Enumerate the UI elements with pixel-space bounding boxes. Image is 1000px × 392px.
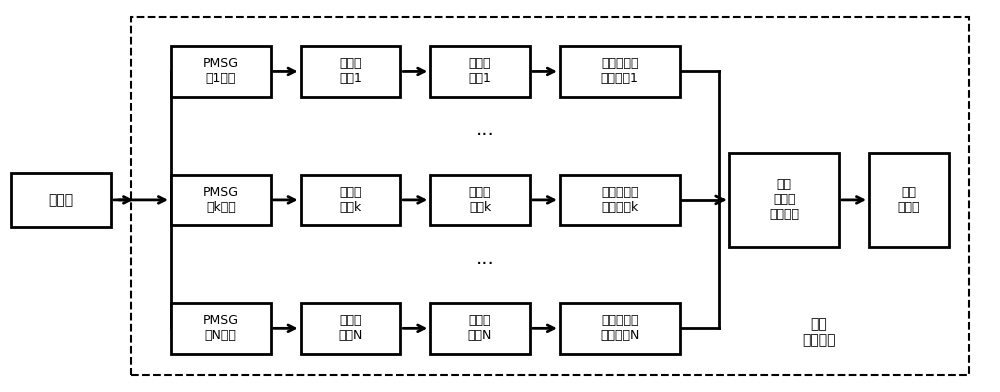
FancyBboxPatch shape (11, 172, 111, 227)
Text: ···: ··· (476, 255, 494, 274)
Text: 风力机: 风力机 (49, 193, 74, 207)
FancyBboxPatch shape (560, 174, 680, 225)
Text: 高频变压器
低压线圈k: 高频变压器 低压线圈k (601, 186, 638, 214)
FancyBboxPatch shape (171, 46, 271, 97)
Text: 逆变器
模块1: 逆变器 模块1 (469, 58, 491, 85)
FancyBboxPatch shape (560, 303, 680, 354)
FancyBboxPatch shape (301, 303, 400, 354)
Text: 高压
整流器: 高压 整流器 (898, 186, 920, 214)
Text: 整流器
模块k: 整流器 模块k (339, 186, 362, 214)
Text: 整流器
模块1: 整流器 模块1 (339, 58, 362, 85)
FancyBboxPatch shape (171, 303, 271, 354)
FancyBboxPatch shape (301, 174, 400, 225)
Text: PMSG
第N绕组: PMSG 第N绕组 (203, 314, 239, 342)
Text: 高频变压器
低压线圈N: 高频变压器 低压线圈N (600, 314, 639, 342)
Text: 整流器
模块N: 整流器 模块N (338, 314, 363, 342)
Text: 高频变压器
低压线圈1: 高频变压器 低压线圈1 (601, 58, 639, 85)
Text: 逆变器
模块N: 逆变器 模块N (468, 314, 492, 342)
Text: 逆变器
模块k: 逆变器 模块k (469, 186, 491, 214)
FancyBboxPatch shape (560, 46, 680, 97)
FancyBboxPatch shape (869, 153, 949, 247)
FancyBboxPatch shape (171, 174, 271, 225)
Text: 永磁
直流风机: 永磁 直流风机 (802, 317, 836, 347)
FancyBboxPatch shape (729, 153, 839, 247)
Text: PMSG
第1绕组: PMSG 第1绕组 (203, 58, 239, 85)
Text: 高频
变压器
高压线圈: 高频 变压器 高压线圈 (769, 178, 799, 221)
Text: PMSG
第k绕组: PMSG 第k绕组 (203, 186, 239, 214)
FancyBboxPatch shape (430, 174, 530, 225)
Text: ···: ··· (476, 126, 494, 145)
FancyBboxPatch shape (430, 303, 530, 354)
FancyBboxPatch shape (430, 46, 530, 97)
FancyBboxPatch shape (301, 46, 400, 97)
